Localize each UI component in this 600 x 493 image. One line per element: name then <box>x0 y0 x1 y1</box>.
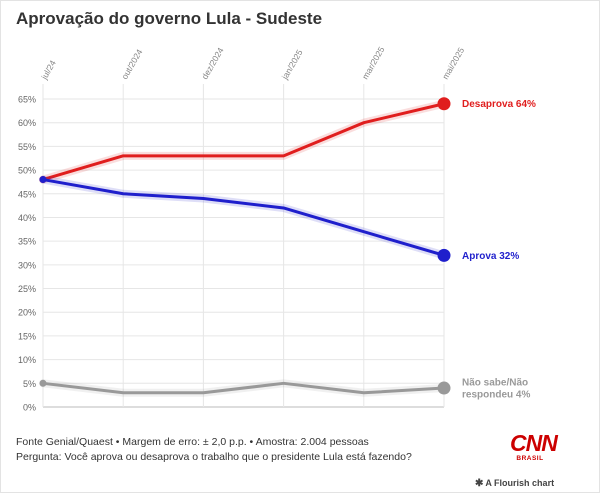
x-tick-label: jul/24 <box>39 58 58 82</box>
y-tick-label: 35% <box>18 237 36 247</box>
x-tick-label: mar/2025 <box>360 45 387 81</box>
series-end-point-desaprova <box>437 97 451 111</box>
question-note: Pergunta: Você aprova ou desaprova o tra… <box>16 451 412 463</box>
y-tick-label: 50% <box>18 166 36 176</box>
y-tick-label: 5% <box>23 379 36 389</box>
logo-text: CNN <box>510 430 558 456</box>
y-tick-label: 60% <box>18 118 36 128</box>
chart-title: Aprovação do governo Lula - Sudeste <box>16 9 323 28</box>
x-tick-label: jan/2025 <box>279 48 305 82</box>
series-start-point-aprova <box>39 176 47 184</box>
series-glow-desaprova <box>39 99 448 184</box>
series-end-label-line: respondeu 4% <box>462 390 530 401</box>
y-tick-label: 10% <box>18 355 36 365</box>
series-line-aprova <box>41 178 446 257</box>
series-line-nao_sabe <box>41 381 446 395</box>
source-note: Fonte Genial/Quaest • Margem de erro: ± … <box>16 436 369 448</box>
y-tick-label: 0% <box>23 403 36 413</box>
y-tick-label: 55% <box>18 142 36 152</box>
series-end-point-aprova <box>437 248 451 262</box>
flourish-icon: ✱ <box>475 478 484 489</box>
x-tick-label: out/2024 <box>119 47 144 81</box>
y-tick-label: 30% <box>18 260 36 270</box>
y-tick-label: 20% <box>18 308 36 318</box>
y-tick-label: 40% <box>18 213 36 223</box>
series-end-label-line: Desaprova 64% <box>462 99 536 110</box>
series-end-label-line: Aprova 32% <box>462 251 519 262</box>
y-tick-label: 15% <box>18 331 36 341</box>
series-start-point-nao_sabe <box>39 379 47 387</box>
series-end-label-line: Não sabe/Não <box>462 378 528 389</box>
series-end-label-aprova: Aprova 32% <box>462 251 519 262</box>
series-end-label-nao_sabe: Não sabe/Não respondeu 4% <box>462 378 530 401</box>
y-tick-label: 65% <box>18 95 36 105</box>
y-tick-label: 25% <box>18 284 36 294</box>
x-tick-label: mai/2025 <box>440 45 466 81</box>
cnn-brasil-logo: CNN BRASIL <box>510 430 558 464</box>
series-line-desaprova <box>41 102 446 182</box>
line-chart: 0% 5% 10% 15% 20% 25% 30% 35% 40% 45% 50% 55% 60% 65%… <box>18 45 536 413</box>
series-end-point-nao_sabe <box>437 381 451 395</box>
flourish-credit[interactable]: ✱ A Flourish chart <box>475 478 554 489</box>
flourish-credit-text: A Flourish chart <box>485 478 555 488</box>
series-end-label-desaprova: Desaprova 64% <box>462 99 536 110</box>
y-tick-label: 45% <box>18 189 36 199</box>
logo-subtext: BRASIL <box>516 455 544 462</box>
x-tick-label: dez/2024 <box>199 45 225 81</box>
